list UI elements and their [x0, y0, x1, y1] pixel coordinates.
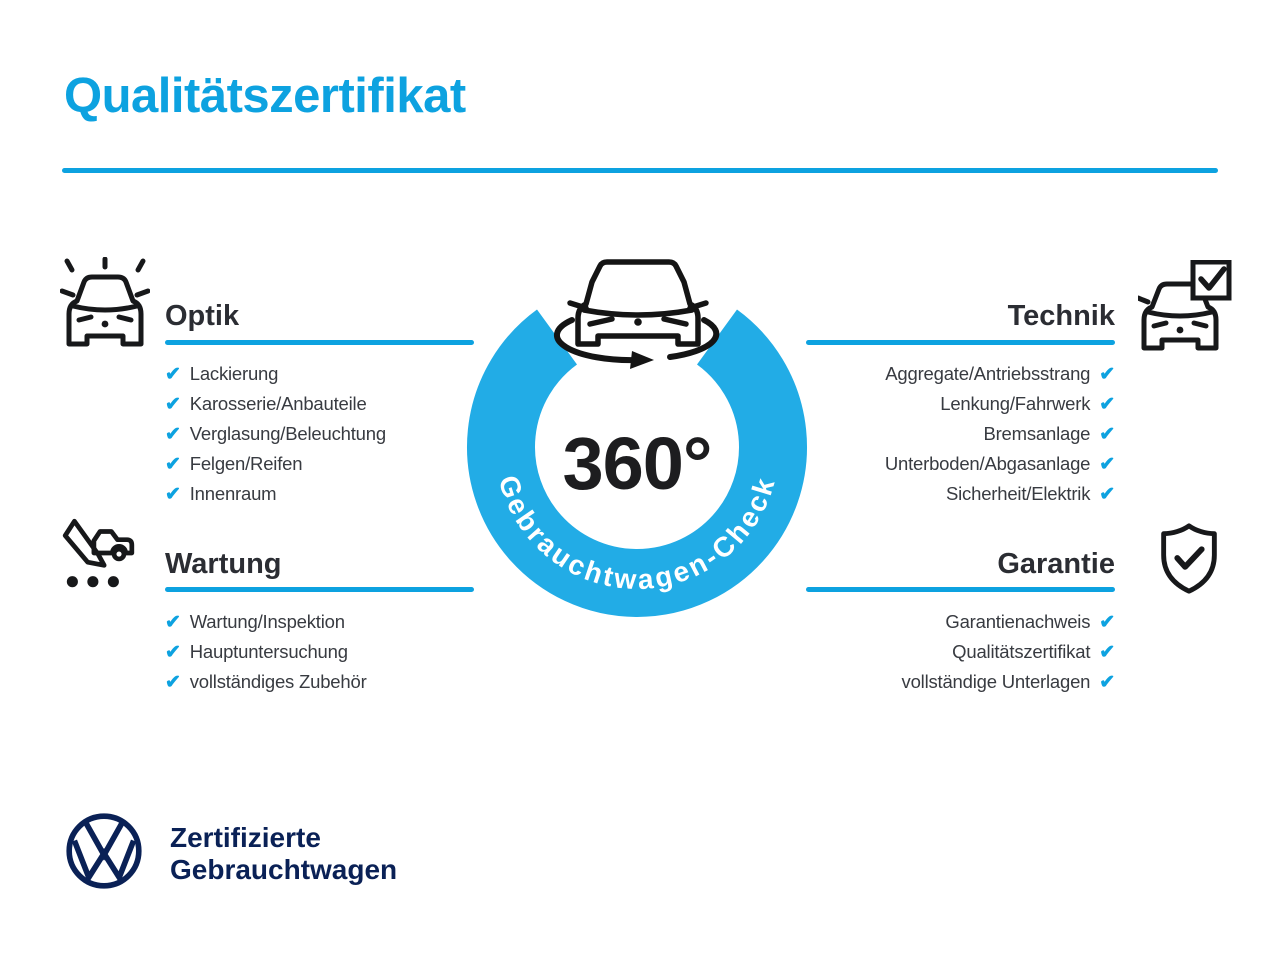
check-icon: ✔	[165, 453, 181, 475]
vw-logo	[66, 813, 142, 889]
section-rule-optik	[165, 340, 474, 345]
list-item: ✔ Wartung/Inspektion	[165, 607, 495, 637]
car-shine-icon	[60, 257, 150, 347]
ring-arc	[467, 309, 807, 617]
garantie-list: Garantienachweis ✔ Qualitätszertifikat ✔ v…	[640, 607, 1116, 697]
car-checkbox-icon	[1138, 260, 1232, 351]
technik-list: Aggregate/Antriebsstrang ✔ Lenkung/Fahrwe…	[640, 359, 1115, 509]
list-item-label: Unterboden/Abgasanlage	[884, 453, 1091, 474]
section-title-optik: Optik	[165, 300, 240, 332]
list-item: Unterboden/Abgasanlage ✔	[640, 449, 1115, 479]
check-icon: ✔	[1099, 483, 1115, 505]
section-title-technik: Technik	[1007, 300, 1115, 332]
list-item: Aggregate/Antriebsstrang ✔	[640, 359, 1115, 389]
list-item: Garantienachweis ✔	[640, 607, 1115, 637]
check-icon: ✔	[165, 671, 181, 693]
brand-line-2: Gebrauchtwagen	[170, 854, 398, 885]
list-item: ✔ Hauptuntersuchung	[165, 637, 495, 667]
list-item: ✔ Innenraum	[165, 479, 495, 509]
list-item-label: Lenkung/Fahrwerk	[940, 393, 1091, 414]
degree-label: 360°	[562, 422, 711, 505]
section-title-wartung: Wartung	[165, 548, 282, 580]
list-item-label: Lackierung	[189, 363, 279, 384]
list-item-label: Hauptuntersuchung	[189, 641, 348, 662]
list-item: ✔ Felgen/Reifen	[165, 449, 495, 479]
list-item: ✔ Lackierung	[165, 359, 495, 389]
check-icon: ✔	[1099, 393, 1115, 415]
service-note-icon	[62, 518, 135, 588]
list-item-label: vollständige Unterlagen	[901, 671, 1091, 692]
list-item-label: Sicherheit/Elektrik	[946, 483, 1091, 504]
ring-360-graphic: Gebrauchtwagen-Check 360°	[467, 259, 807, 617]
check-icon: ✔	[165, 611, 181, 633]
list-item-label: Karosserie/Anbauteile	[189, 393, 367, 414]
check-icon: ✔	[1099, 671, 1115, 693]
list-item: Sicherheit/Elektrik ✔	[640, 479, 1115, 509]
page-title: Qualitätszertifikat	[64, 69, 466, 123]
check-icon: ✔	[1099, 363, 1115, 385]
list-item-label: Bremsanlage	[983, 423, 1091, 444]
check-icon: ✔	[1099, 641, 1115, 663]
list-item: Lenkung/Fahrwerk ✔	[640, 389, 1115, 419]
section-title-garantie: Garantie	[997, 548, 1115, 580]
brand-line-1: Zertifizierte	[170, 822, 321, 853]
list-item: Bremsanlage ✔	[640, 419, 1115, 449]
list-item: ✔ vollständiges Zubehör	[165, 667, 495, 697]
check-icon: ✔	[1099, 423, 1115, 445]
title-divider	[62, 168, 1218, 173]
check-icon: ✔	[1099, 611, 1115, 633]
list-item: vollständige Unterlagen ✔	[640, 667, 1116, 697]
check-icon: ✔	[165, 423, 181, 445]
optik-list: ✔ Lackierung ✔ Karosserie/Anbauteile ✔ Verg…	[165, 359, 495, 509]
section-rule-technik	[806, 340, 1115, 345]
list-item-label: Felgen/Reifen	[189, 453, 303, 474]
list-item-label: vollständiges Zubehör	[189, 671, 367, 692]
list-item-label: Wartung/Inspektion	[189, 611, 345, 632]
check-icon: ✔	[1099, 453, 1115, 475]
shield-check-icon	[1161, 523, 1217, 594]
brand-text: Zertifizierte Gebrauchtwagen	[170, 822, 397, 886]
list-item-label: Garantienachweis	[945, 611, 1091, 632]
list-item-label: Innenraum	[189, 483, 277, 504]
check-icon: ✔	[165, 363, 181, 385]
car-rotate-icon	[553, 259, 720, 369]
list-item-label: Verglasung/Beleuchtung	[189, 423, 386, 444]
list-item: Qualitätszertifikat ✔	[640, 637, 1115, 667]
list-item-label: Qualitätszertifikat	[952, 641, 1091, 662]
section-rule-wartung	[165, 587, 474, 592]
check-icon: ✔	[165, 483, 181, 505]
section-rule-garantie	[806, 587, 1115, 592]
check-icon: ✔	[165, 393, 181, 415]
wartung-list: ✔ Wartung/Inspektion ✔ Hauptuntersuchung ✔…	[165, 607, 495, 697]
list-item: ✔ Verglasung/Beleuchtung	[165, 419, 495, 449]
check-icon: ✔	[165, 641, 181, 663]
list-item: ✔ Karosserie/Anbauteile	[165, 389, 495, 419]
list-item-label: Aggregate/Antriebsstrang	[885, 363, 1091, 384]
